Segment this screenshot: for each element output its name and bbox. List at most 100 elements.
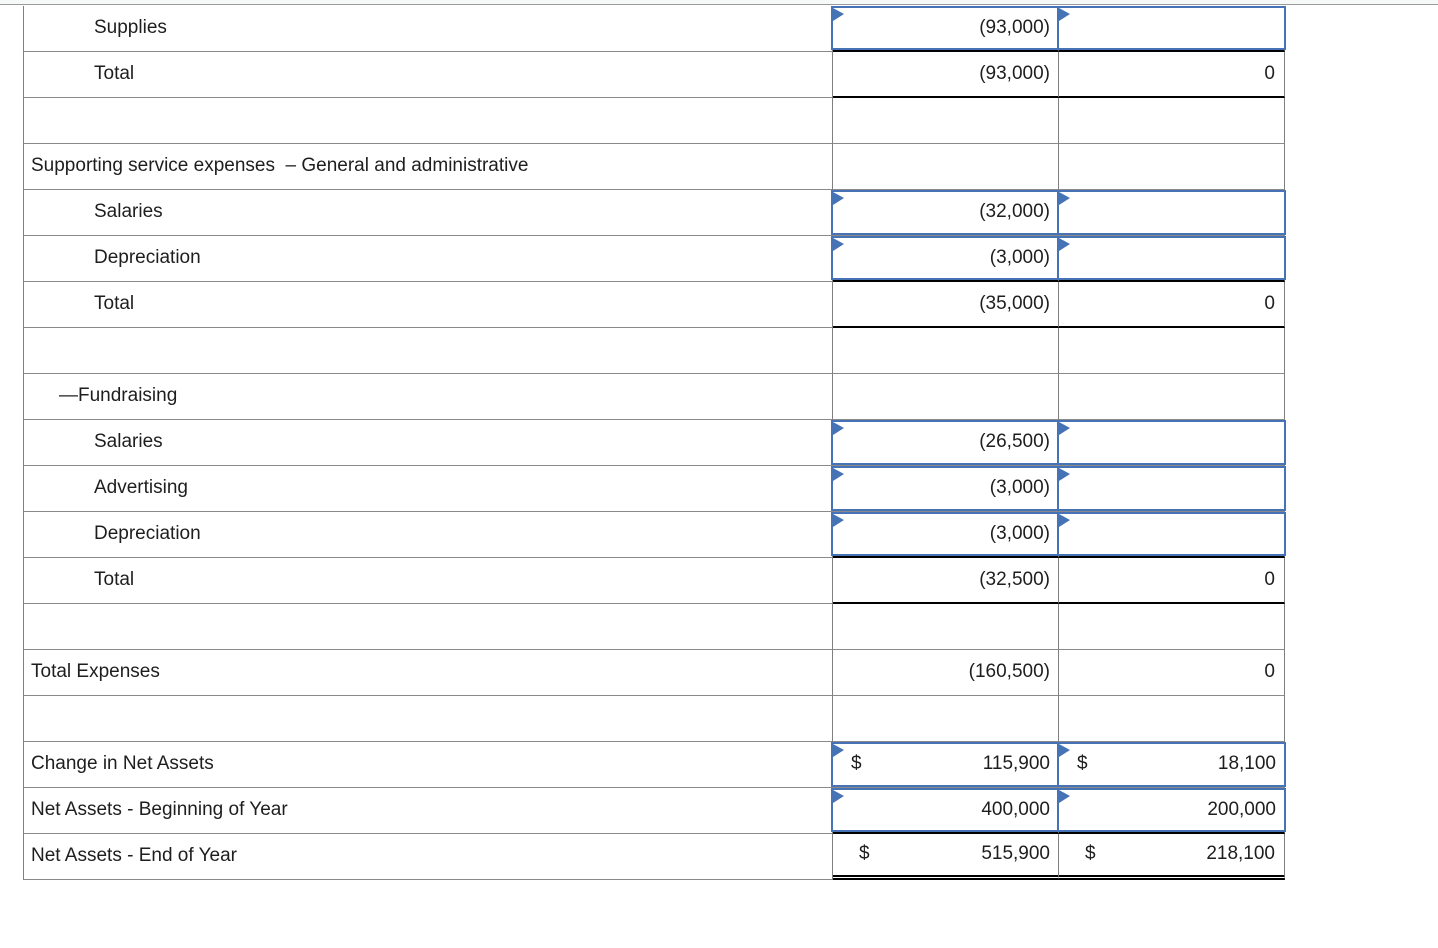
amount-cell: 0 <box>1058 51 1285 98</box>
amount-input[interactable]: 400,000 <box>831 787 1060 832</box>
amount-cell: 0 <box>1058 557 1285 604</box>
amount-cell <box>833 328 1058 374</box>
amount-value: 0 <box>1264 62 1275 84</box>
amount-cell: (3,000) <box>831 511 1060 558</box>
amount-input[interactable] <box>1057 235 1286 280</box>
amount-value: (32,000) <box>979 201 1050 222</box>
financial-statement-table: Supplies (93,000) Total (93,000) 0 Supporting… <box>23 5 1286 880</box>
amount-cell <box>1058 603 1285 650</box>
row-label-text: Depreciation <box>94 247 201 268</box>
amount-cell <box>833 604 1058 650</box>
input-flag-icon <box>1059 743 1070 757</box>
table-row: Supporting service expenses – General an… <box>23 143 1285 190</box>
amount-cell <box>1058 327 1285 374</box>
row-label: Total <box>23 51 833 98</box>
amount-cell <box>1057 5 1286 52</box>
row-label <box>23 695 833 742</box>
currency-symbol: $ <box>1085 843 1096 864</box>
input-flag-icon <box>1059 513 1070 527</box>
row-label-text: Salaries <box>94 201 163 222</box>
amount-value: (26,500) <box>979 431 1050 452</box>
input-flag-icon <box>833 421 844 435</box>
amount-cell <box>1057 189 1286 236</box>
amount-input[interactable]: (3,000) <box>831 465 1060 511</box>
row-label-text: Advertising <box>94 477 188 498</box>
amount-cell <box>1058 695 1285 742</box>
table-row: Total (32,500) 0 <box>23 557 1285 604</box>
input-flag-icon <box>1059 237 1070 251</box>
amount-cell <box>833 98 1058 144</box>
input-flag-icon <box>1059 191 1070 205</box>
amount-cell: (160,500) <box>833 650 1058 696</box>
row-label: Salaries <box>23 419 833 466</box>
table-row: Net Assets - End of Year $515,900 $218,100 <box>23 833 1285 880</box>
amount-value: (32,500) <box>979 568 1050 590</box>
table-row <box>23 603 1285 650</box>
amount-cell: (3,000) <box>831 465 1060 512</box>
amount-cell: (93,000) <box>831 5 1060 52</box>
table-row: Depreciation (3,000) <box>23 511 1286 558</box>
table-row: Salaries (32,000) <box>23 189 1286 236</box>
amount-cell <box>1058 97 1285 144</box>
row-label: Advertising <box>23 465 833 512</box>
row-label-text: Net Assets - End of Year <box>31 845 237 866</box>
amount-input[interactable]: (93,000) <box>831 5 1060 50</box>
amount-cell <box>833 144 1058 190</box>
amount-input[interactable]: (32,000) <box>831 189 1060 235</box>
row-label: Depreciation <box>23 235 833 282</box>
row-label-text: Depreciation <box>94 523 201 544</box>
amount-value: (160,500) <box>968 661 1050 682</box>
amount-cell: 0 <box>1058 649 1285 696</box>
table-row <box>23 97 1285 144</box>
input-flag-icon <box>1059 789 1070 803</box>
amount-cell: $218,100 <box>1058 833 1285 880</box>
amount-input[interactable] <box>1057 465 1286 511</box>
row-label: Change in Net Assets <box>23 741 833 788</box>
row-label-text: Salaries <box>94 431 163 452</box>
amount-cell <box>1057 235 1286 282</box>
amount-cell <box>1058 373 1285 420</box>
row-label: Total <box>23 557 833 604</box>
row-label-text: Total <box>94 63 135 84</box>
amount-input[interactable]: $115,900 <box>831 741 1060 787</box>
amount-value: (93,000) <box>979 16 1050 38</box>
page-top-divider <box>0 0 1438 5</box>
row-label-text: Supporting service expenses – General an… <box>31 155 529 176</box>
amount-input[interactable] <box>1057 189 1286 235</box>
amount-cell: 200,000 <box>1057 787 1286 834</box>
amount-value: (35,000) <box>979 292 1050 314</box>
row-label-text: Supplies <box>94 17 167 38</box>
row-label: Net Assets - Beginning of Year <box>23 787 833 834</box>
amount-value: 515,900 <box>981 843 1050 864</box>
row-label-text: Change in Net Assets <box>31 753 214 774</box>
table-row: —Fundraising <box>23 373 1285 420</box>
row-label: Salaries <box>23 189 833 236</box>
amount-input[interactable] <box>1057 419 1286 465</box>
amount-input[interactable]: (3,000) <box>831 511 1060 556</box>
amount-value: (93,000) <box>979 62 1050 84</box>
amount-cell <box>1057 511 1286 558</box>
row-label: Supporting service expenses – General an… <box>23 143 833 190</box>
amount-cell: $115,900 <box>831 741 1060 788</box>
row-label: Total Expenses <box>23 649 833 696</box>
input-flag-icon <box>833 467 844 481</box>
row-label-text: —Fundraising <box>59 385 178 406</box>
input-flag-icon <box>833 513 844 527</box>
row-label: Supplies <box>23 5 833 52</box>
amount-cell <box>1057 419 1286 466</box>
amount-input[interactable] <box>1057 511 1286 556</box>
table-row <box>23 327 1285 374</box>
amount-cell <box>833 696 1058 742</box>
amount-input[interactable]: (3,000) <box>831 235 1060 280</box>
amount-cell: $515,900 <box>833 834 1058 880</box>
amount-cell <box>833 374 1058 420</box>
amount-cell: (26,500) <box>831 419 1060 466</box>
amount-input[interactable]: 200,000 <box>1057 787 1286 832</box>
row-label: —Fundraising <box>23 373 833 420</box>
amount-input[interactable]: $18,100 <box>1057 741 1286 787</box>
table-row: Salaries (26,500) <box>23 419 1286 466</box>
amount-input[interactable]: (26,500) <box>831 419 1060 465</box>
amount-input[interactable] <box>1057 5 1286 50</box>
row-label <box>23 327 833 374</box>
amount-cell: (32,500) <box>833 558 1058 604</box>
